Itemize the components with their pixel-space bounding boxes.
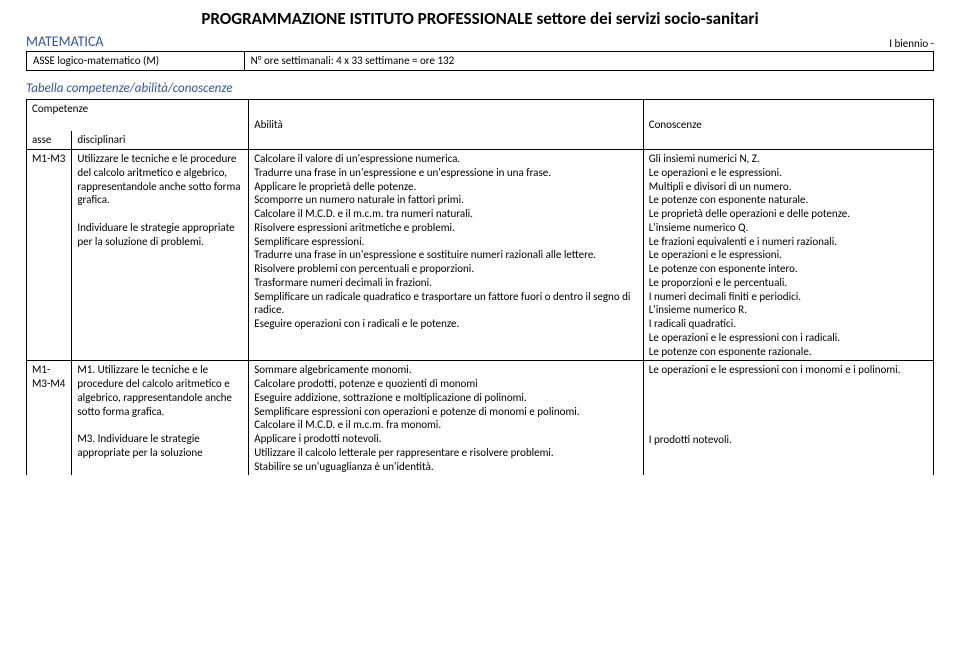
hours-right: N° ore settimanali: 4 x 33 settimane = o… — [244, 51, 933, 70]
cono-2-p2: I prodotti notevoli. — [649, 433, 928, 447]
cell-abilita-1: Calcolare il valore di un'espressione nu… — [249, 150, 644, 361]
competency-table: Competenze Abilità Conoscenze asse disci… — [26, 99, 934, 476]
asse-text-2: M1-M3-M4 — [32, 363, 65, 390]
subject-label: MATEMATICA — [26, 33, 104, 51]
asse-text-1: M1-M3 — [32, 152, 65, 165]
header-abilita: Abilità — [249, 99, 644, 149]
biennio-label: I biennio - — [889, 37, 934, 51]
cell-cono-1: Gli insiemi numerici N, Z. Le operazioni… — [643, 150, 933, 361]
cell-disc-2: M1. Utilizzare le tecniche e le procedur… — [72, 361, 249, 476]
header-row: MATEMATICA I biennio - — [26, 33, 934, 51]
disc-2-p2: M3. Individuare le strategie appropriate… — [77, 432, 243, 460]
disc-2-p1: M1. Utilizzare le tecniche e le procedur… — [77, 363, 243, 418]
hours-left: ASSE logico-matematico (M) — [27, 51, 245, 70]
cell-asse-1: M1-M3 — [27, 150, 72, 361]
disc-1-p2: Individuare le strategie appropriate per… — [77, 221, 243, 249]
document-page: PROGRAMMAZIONE ISTITUTO PROFESSIONALE se… — [0, 0, 960, 475]
table-row: M1-M3-M4 M1. Utilizzare le tecniche e le… — [27, 361, 934, 476]
cell-asse-2: M1-M3-M4 — [27, 361, 72, 476]
cell-cono-2: Le operazioni e le espressioni con i mon… — [643, 361, 933, 476]
hours-table: ASSE logico-matematico (M) N° ore settim… — [26, 51, 934, 71]
table-header-row-1: Competenze Abilità Conoscenze — [27, 99, 934, 131]
table-row: M1-M3 Utilizzare le tecniche e le proced… — [27, 150, 934, 361]
page-title: PROGRAMMAZIONE ISTITUTO PROFESSIONALE se… — [26, 8, 934, 29]
header-competenze: Competenze — [27, 99, 249, 131]
section-title: Tabella competenze/abilità/conoscenze — [26, 81, 934, 97]
disc-1-p1: Utilizzare le tecniche e le procedure de… — [77, 152, 243, 207]
header-asse: asse — [27, 131, 72, 149]
cono-2-p1: Le operazioni e le espressioni con i mon… — [649, 363, 928, 377]
cell-abilita-2: Sommare algebricamente monomi. Calcolare… — [249, 361, 644, 476]
cell-disc-1: Utilizzare le tecniche e le procedure de… — [72, 150, 249, 361]
header-conoscenze: Conoscenze — [643, 99, 933, 149]
header-disciplinari: disciplinari — [72, 131, 249, 149]
